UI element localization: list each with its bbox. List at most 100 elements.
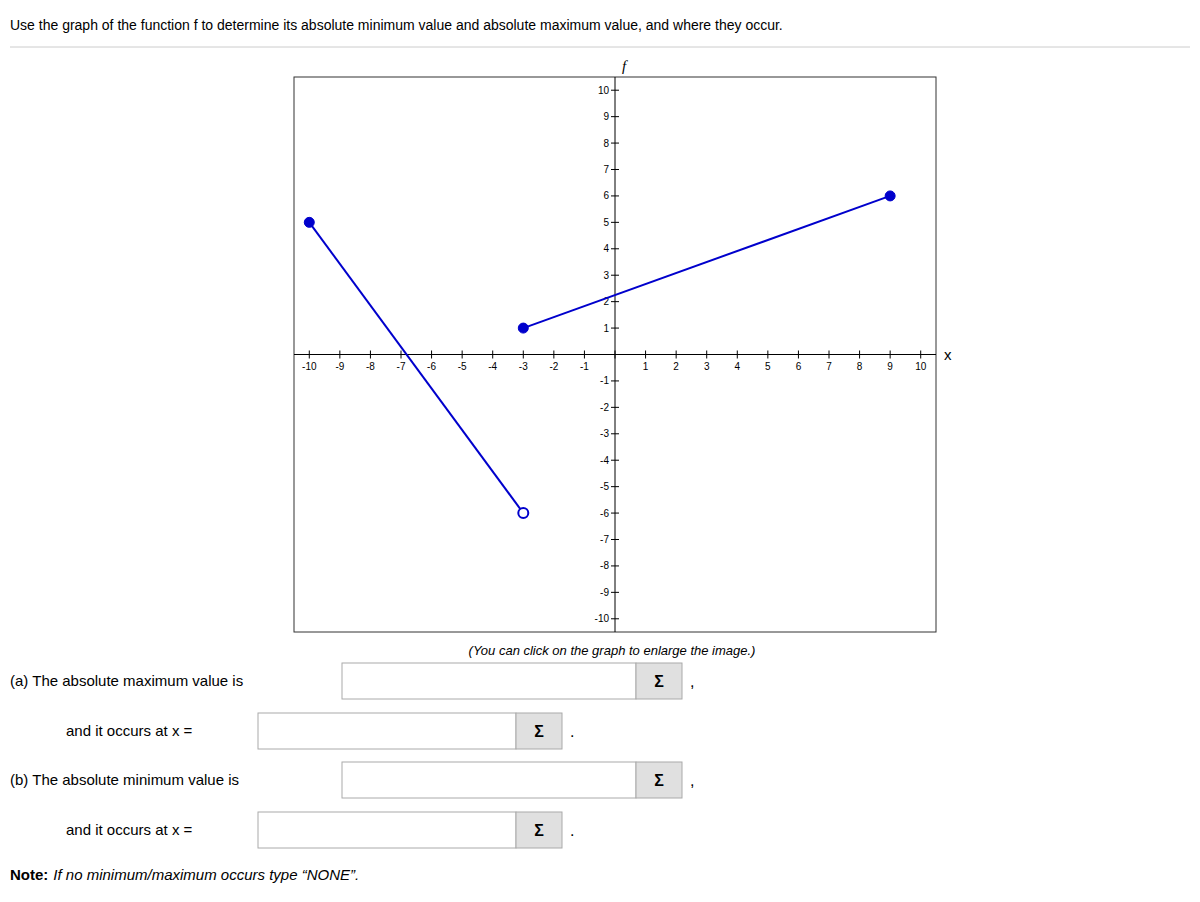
y-tick — [611, 380, 619, 381]
x-tick — [431, 351, 432, 359]
y-tick — [611, 222, 619, 223]
y-tick — [611, 433, 619, 434]
x-tick — [523, 351, 524, 359]
plot-marks — [304, 191, 895, 518]
y-tick-label: 7 — [603, 164, 609, 175]
question-label: (a) The absolute maximum value is — [10, 672, 243, 689]
x-tick-label: -1 — [580, 361, 589, 372]
punctuation: , — [690, 772, 694, 789]
symbol-button-label: Σ — [654, 673, 664, 690]
y-tick-label: -4 — [600, 455, 609, 466]
x-tick-label: 6 — [796, 361, 802, 372]
x-tick — [339, 351, 340, 359]
y-tick-label: 1 — [603, 323, 609, 334]
title-rule — [10, 47, 1190, 48]
closed-endpoint — [304, 217, 314, 227]
punctuation: . — [570, 822, 574, 839]
x-tick — [798, 351, 799, 359]
line-segment — [309, 222, 523, 513]
punctuation: . — [570, 723, 574, 740]
x-tick — [584, 351, 585, 359]
answer-box — [258, 713, 516, 749]
y-tick — [611, 486, 619, 487]
y-tick-label: -10 — [595, 613, 610, 624]
x-tick-label: 2 — [673, 361, 679, 372]
x-tick-label: -5 — [458, 361, 467, 372]
symbol-button-label: Σ — [534, 723, 544, 740]
x-tick — [553, 351, 554, 359]
x-tick-label: -8 — [366, 361, 375, 372]
x-tick — [645, 351, 646, 359]
symbol-button — [516, 713, 562, 749]
y-tick — [611, 328, 619, 329]
x-tick — [462, 351, 463, 359]
question-label: (b) The absolute minimum value is — [10, 771, 239, 788]
x-tick-label: -3 — [519, 361, 528, 372]
answer-box — [342, 762, 636, 798]
y-tick-label: -8 — [600, 560, 609, 571]
x-tick-label: 7 — [826, 361, 832, 372]
y-tick — [611, 116, 619, 117]
y-tick — [611, 90, 619, 91]
answer-box — [342, 663, 636, 699]
footer-text: If no minimum/maximum occurs type “NONE”… — [53, 866, 359, 883]
y-tick — [611, 460, 619, 461]
footer-label: Note: — [10, 866, 48, 883]
x-tick — [859, 351, 860, 359]
question-label: and it occurs at x = — [66, 821, 193, 838]
y-tick — [611, 195, 619, 196]
y-tick-label: -5 — [600, 481, 609, 492]
x-axis-line — [294, 354, 936, 355]
y-tick-label: 8 — [603, 138, 609, 149]
symbol-button-label: Σ — [654, 772, 664, 789]
y-tick-label: -9 — [600, 587, 609, 598]
y-tick — [611, 539, 619, 540]
closed-endpoint — [885, 191, 895, 201]
y-tick — [611, 275, 619, 276]
y-tick — [611, 143, 619, 144]
y-tick — [611, 618, 619, 619]
y-axis-label: f — [622, 58, 628, 74]
plot-frame — [294, 77, 936, 632]
symbol-button — [516, 812, 562, 848]
closed-endpoint — [518, 323, 528, 333]
x-tick-label: 4 — [735, 361, 741, 372]
y-tick-label: -3 — [600, 428, 609, 439]
x-tick — [920, 351, 921, 359]
y-tick — [611, 592, 619, 593]
x-tick — [676, 351, 677, 359]
footer: Note: If no minimum/maximum occurs type “… — [10, 866, 359, 883]
x-tick-label: -10 — [302, 361, 317, 372]
y-tick — [611, 248, 619, 249]
y-tick — [611, 169, 619, 170]
x-tick — [370, 351, 371, 359]
answer-box — [258, 812, 516, 848]
x-tick-label: -9 — [335, 361, 344, 372]
x-tick-label: -2 — [549, 361, 558, 372]
open-endpoint — [518, 508, 528, 518]
x-tick-label: 5 — [765, 361, 771, 372]
x-tick-label: -6 — [427, 361, 436, 372]
y-tick — [611, 407, 619, 408]
x-axis-label: x — [944, 346, 952, 363]
y-tick-label: -1 — [600, 375, 609, 386]
y-tick-label: -2 — [600, 402, 609, 413]
y-tick-label: 9 — [603, 111, 609, 122]
x-tick — [890, 351, 891, 359]
x-tick — [767, 351, 768, 359]
punctuation: , — [690, 673, 694, 690]
x-tick-label: -7 — [397, 361, 406, 372]
symbol-button-label: Σ — [534, 822, 544, 839]
x-tick-label: 10 — [915, 361, 927, 372]
note: (You can click on the graph to enlarge t… — [469, 643, 756, 658]
x-tick — [309, 351, 310, 359]
x-tick-label: 1 — [643, 361, 649, 372]
x-tick-label: -4 — [488, 361, 497, 372]
x-tick — [492, 351, 493, 359]
x-tick-label: 3 — [704, 361, 710, 372]
y-tick-label: -6 — [600, 508, 609, 519]
y-tick-label: 10 — [598, 85, 610, 96]
y-tick-label: 3 — [603, 270, 609, 281]
x-tick-label: 8 — [857, 361, 863, 372]
y-tick-label: -7 — [600, 534, 609, 545]
